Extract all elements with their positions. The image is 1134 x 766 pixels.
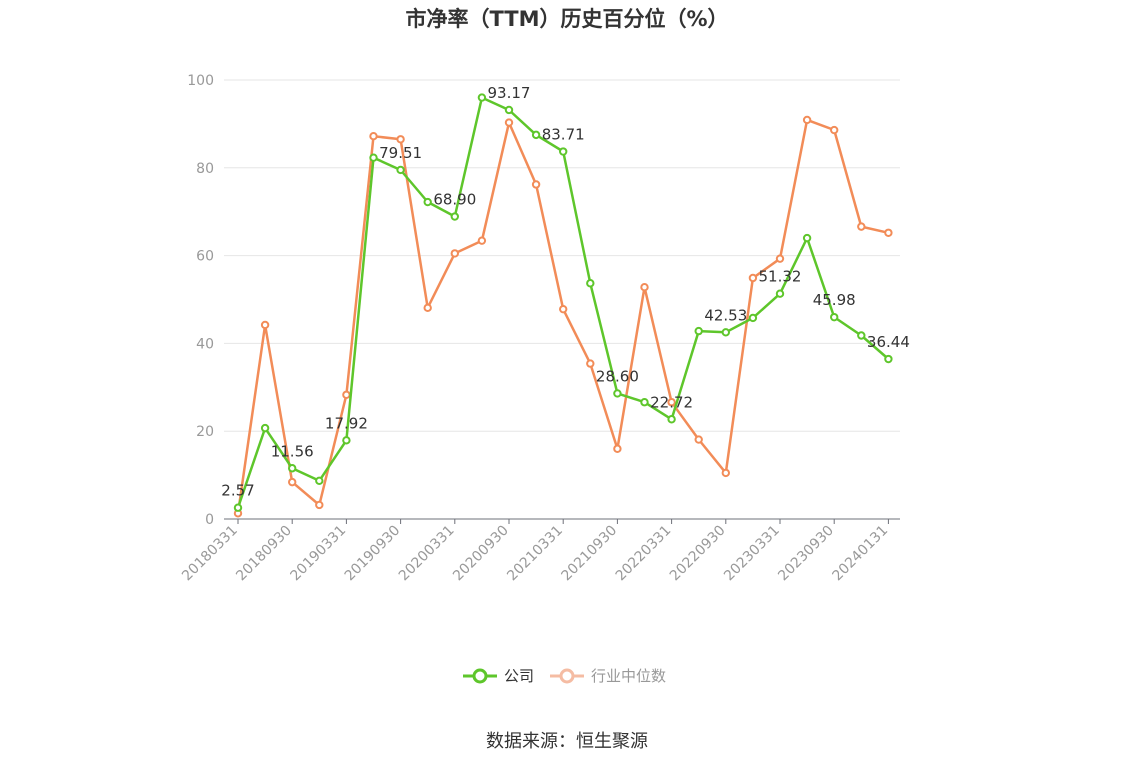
industry-median-point[interactable] <box>694 435 703 444</box>
y-axis: 0 20 40 60 80 100 <box>187 73 214 528</box>
data-label: 36.44 <box>867 333 910 351</box>
data-label: 83.71 <box>542 126 585 144</box>
industry-median-point[interactable] <box>586 359 595 368</box>
legend-industry-label: 行业中位数 <box>591 667 666 685</box>
company-point[interactable] <box>504 105 514 115</box>
company-point[interactable] <box>694 326 703 336</box>
company-point[interactable] <box>884 354 893 364</box>
industry-median-point[interactable] <box>396 135 405 144</box>
x-tick-label: 20200930 <box>450 523 512 585</box>
x-tick-label: 20180331 <box>179 523 241 585</box>
company-point[interactable] <box>586 279 595 288</box>
data-label: 51.32 <box>759 268 802 286</box>
company-point[interactable] <box>369 153 378 162</box>
industry-median-point[interactable] <box>640 283 649 292</box>
data-label: 2.57 <box>221 482 254 500</box>
industry-median-point[interactable] <box>721 468 730 478</box>
company-point[interactable] <box>857 331 866 340</box>
y-tick-label: 80 <box>196 161 214 177</box>
data-label: 11.56 <box>271 442 314 460</box>
x-tick-label: 20230331 <box>721 523 783 585</box>
company-point[interactable] <box>721 328 730 337</box>
y-tick-label: 60 <box>196 249 214 265</box>
y-tick-label: 0 <box>205 512 214 528</box>
series-industry-median <box>233 115 893 518</box>
x-tick-label: 20210930 <box>559 523 621 585</box>
data-label: 79.51 <box>379 144 422 162</box>
legend-item-company[interactable]: 公司 <box>463 667 534 685</box>
company-point[interactable] <box>640 398 649 407</box>
x-tick-label: 20220331 <box>613 523 675 585</box>
x-axis: 2018033120180930201903312019093020200331… <box>179 518 900 585</box>
x-tick-label: 20230930 <box>775 523 837 585</box>
industry-median-point[interactable] <box>857 222 866 231</box>
industry-median-point[interactable] <box>748 273 758 283</box>
industry-median-point[interactable] <box>559 304 568 314</box>
company-point[interactable] <box>531 130 541 140</box>
company-point[interactable] <box>423 197 432 207</box>
data-label: 17.92 <box>325 414 368 432</box>
industry-median-point[interactable] <box>450 249 459 258</box>
company-line <box>236 96 890 509</box>
chart-title: 市净率（TTM）历史百分位（%） <box>405 7 728 31</box>
legend-company-marker-icon <box>472 668 488 684</box>
legend-industry-marker-icon <box>559 668 575 684</box>
data-label: 93.17 <box>488 84 531 102</box>
company-point[interactable] <box>613 389 622 398</box>
x-tick-label: 20240131 <box>830 523 892 585</box>
legend-item-industry[interactable]: 行业中位数 <box>550 667 666 685</box>
industry-median-point[interactable] <box>260 320 270 330</box>
company-point[interactable] <box>802 233 812 243</box>
source-note: 数据来源：恒生聚源 <box>486 731 648 752</box>
data-label: 42.53 <box>704 306 747 324</box>
data-labels: 2.57 11.56 17.92 79.51 68.90 93.17 83.71 28.60 2… <box>221 84 910 500</box>
industry-median-point[interactable] <box>830 125 839 135</box>
company-point[interactable] <box>396 165 405 175</box>
x-tick-label: 20190331 <box>288 523 350 585</box>
company-point[interactable] <box>667 415 676 424</box>
data-label: 68.90 <box>433 191 476 209</box>
company-point[interactable] <box>315 476 324 486</box>
industry-median-point[interactable] <box>477 236 487 245</box>
industry-median-point[interactable] <box>802 115 812 125</box>
industry-median-point[interactable] <box>315 500 324 510</box>
company-point[interactable] <box>450 212 459 221</box>
industry-median-point[interactable] <box>423 303 432 313</box>
company-point[interactable] <box>342 436 351 445</box>
industry-median-point[interactable] <box>775 254 785 263</box>
industry-median-point[interactable] <box>667 398 676 407</box>
legend-company-label: 公司 <box>504 667 534 685</box>
x-tick-label: 20190930 <box>342 523 404 585</box>
gridlines <box>224 79 900 432</box>
industry-median-point[interactable] <box>342 390 351 399</box>
company-point[interactable] <box>775 289 785 298</box>
company-point[interactable] <box>233 503 243 512</box>
company-point[interactable] <box>288 464 297 473</box>
industry-median-point[interactable] <box>369 131 378 141</box>
data-label: 28.60 <box>596 367 639 385</box>
series-company <box>233 93 893 512</box>
industry-median-point[interactable] <box>288 477 297 487</box>
industry-median-point[interactable] <box>884 228 893 237</box>
company-point[interactable] <box>748 313 758 323</box>
industry-median-point[interactable] <box>504 118 514 127</box>
x-tick-label: 20210331 <box>504 523 566 585</box>
y-tick-label: 100 <box>187 73 214 89</box>
x-tick-label: 20220930 <box>667 523 729 585</box>
company-point[interactable] <box>260 423 270 433</box>
data-label: 45.98 <box>813 291 856 309</box>
y-tick-label: 20 <box>196 424 214 440</box>
y-tick-label: 40 <box>196 336 214 352</box>
x-tick-label: 20180930 <box>233 523 295 585</box>
x-tick-label: 20200331 <box>396 523 458 585</box>
data-label: 22.72 <box>650 393 693 411</box>
company-point[interactable] <box>477 93 487 102</box>
company-point[interactable] <box>830 312 839 322</box>
legend[interactable]: 公司 行业中位数 <box>463 667 666 685</box>
industry-median-point[interactable] <box>613 444 622 453</box>
company-point[interactable] <box>559 147 568 156</box>
industry-median-point[interactable] <box>531 180 541 189</box>
